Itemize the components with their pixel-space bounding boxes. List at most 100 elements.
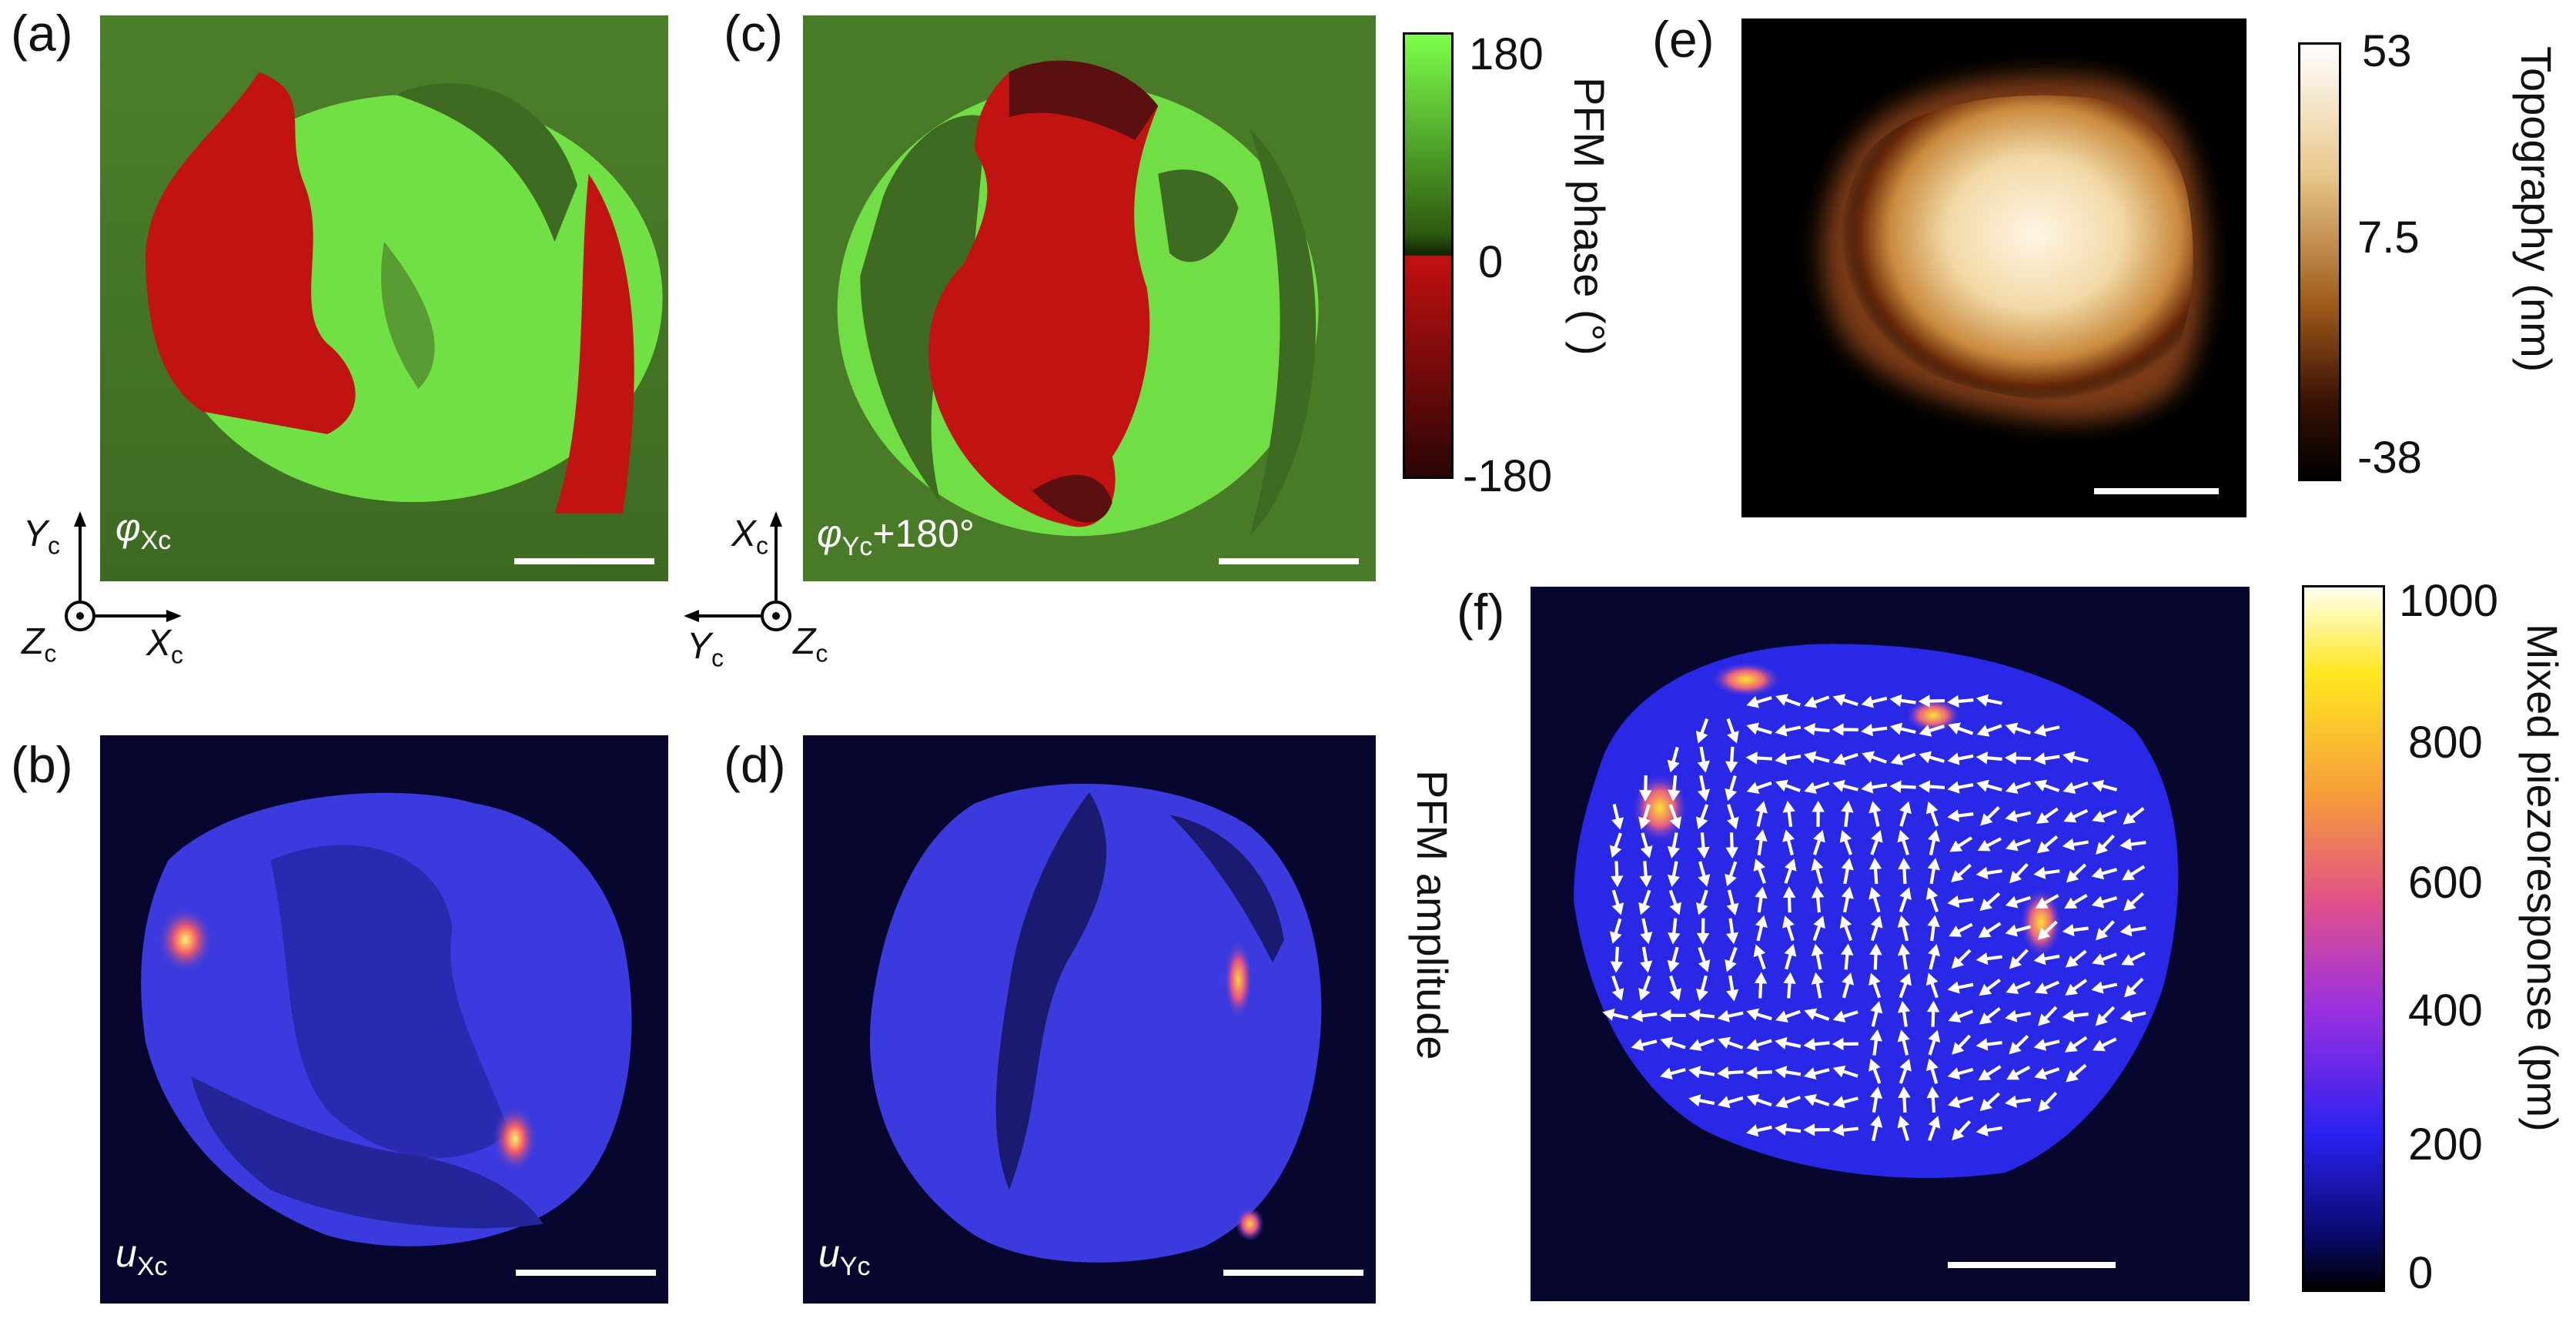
vector-arrowhead bbox=[1927, 858, 1940, 871]
vector-arrowhead bbox=[2091, 779, 2105, 792]
vector-arrowhead bbox=[1689, 1039, 1702, 1052]
vector-arrowhead bbox=[1755, 801, 1768, 814]
vector-arrowhead bbox=[2035, 897, 2049, 909]
vector-arrowhead bbox=[1889, 780, 1902, 793]
vector-arrowhead bbox=[1897, 1029, 1910, 1043]
vector-arrowhead bbox=[2095, 1013, 2108, 1026]
vector-arrowhead bbox=[1928, 1029, 1941, 1043]
vector-arrowhead bbox=[1782, 915, 1795, 929]
vector-arrowhead bbox=[1832, 723, 1844, 736]
vector-arrowhead bbox=[1832, 1096, 1845, 1109]
vector-arrowhead bbox=[1698, 874, 1711, 887]
mixed-tick-600: 600 bbox=[2408, 858, 2483, 908]
vector-arrowhead bbox=[2091, 895, 2105, 909]
vector-arrowhead bbox=[1832, 1037, 1844, 1051]
vector-arrowhead bbox=[1755, 886, 1768, 899]
vector-arrowhead bbox=[2122, 869, 2136, 881]
vector-arrowhead bbox=[1631, 1009, 1644, 1022]
vector-arrowhead bbox=[1803, 1038, 1816, 1051]
vector-arrowhead bbox=[1949, 840, 1963, 852]
vector-arrowhead bbox=[1812, 800, 1825, 812]
vector-arrowhead bbox=[2033, 952, 2046, 966]
vector-arrowhead bbox=[1889, 694, 1902, 707]
vector-arrowhead bbox=[1725, 959, 1737, 972]
vector-arrowhead bbox=[2092, 811, 2106, 823]
vector-arrowhead bbox=[1926, 1000, 1940, 1012]
vector-arrowhead bbox=[1832, 1010, 1846, 1022]
vector-arrowhead bbox=[1841, 943, 1854, 956]
vector-arrowhead bbox=[1668, 789, 1681, 802]
vector-arrowhead bbox=[1640, 932, 1653, 945]
vector-arrowhead bbox=[1660, 1036, 1674, 1049]
vector-arrowhead bbox=[1897, 829, 1910, 843]
vector-arrowhead bbox=[1688, 1094, 1701, 1107]
vector-arrowhead bbox=[1927, 915, 1940, 928]
vector-arrowhead bbox=[1842, 972, 1855, 986]
vector-arrowhead bbox=[1862, 751, 1875, 763]
vector-arrowhead bbox=[2095, 842, 2109, 855]
vector-arrowhead bbox=[1978, 1069, 1992, 1081]
vector-arrowhead bbox=[1755, 915, 1768, 929]
vector-arrowhead bbox=[1784, 944, 1797, 957]
vector-arrowhead bbox=[2005, 1095, 2017, 1108]
vector-arrowhead bbox=[1947, 981, 1960, 994]
vector-arrowhead bbox=[1754, 972, 1768, 984]
vector-arrowhead bbox=[1725, 761, 1738, 773]
amplitude-map-xc: uXc bbox=[100, 735, 668, 1304]
vector-arrowhead bbox=[1869, 943, 1882, 956]
topography-colorbar-title: Topography (nm) bbox=[2512, 46, 2561, 373]
vector-arrowhead bbox=[1898, 858, 1911, 870]
vector-arrowhead bbox=[1667, 875, 1681, 888]
vector-arrowhead bbox=[1775, 1036, 1788, 1049]
vector-arrowhead bbox=[2119, 1009, 2133, 1022]
vector-arrowhead bbox=[1897, 915, 1910, 928]
vector-arrowhead bbox=[1668, 932, 1681, 945]
vector-arrowhead bbox=[2005, 924, 2018, 937]
vector-arrowhead bbox=[1746, 722, 1759, 735]
vector-arrowhead bbox=[1861, 695, 1874, 708]
vector-arrowhead bbox=[1861, 724, 1873, 737]
mixed-colorbar-title: Mixed piezoresponse (pm) bbox=[2518, 624, 2567, 1132]
vector-arrowhead bbox=[2033, 724, 2047, 737]
vector-arrowhead bbox=[1947, 694, 1959, 708]
vector-arrowhead bbox=[1832, 753, 1846, 765]
vector-arrowhead bbox=[1975, 1123, 1989, 1137]
topography-tick-mid: 7.5 bbox=[2357, 213, 2420, 263]
mixed-piezoresponse-map bbox=[1531, 587, 2250, 1301]
vector-arrowhead bbox=[1979, 899, 1992, 912]
vector-arrowhead bbox=[1783, 972, 1796, 984]
vector-arrowhead bbox=[2036, 841, 2050, 854]
panel-label-d: (d) bbox=[724, 736, 786, 793]
panel-label-a: (a) bbox=[11, 5, 73, 62]
phase-map-yc: φYc+180° bbox=[803, 15, 1376, 581]
vector-arrowhead bbox=[2038, 1099, 2051, 1113]
mixed-tick-200: 200 bbox=[2408, 1120, 2483, 1170]
vector-arrowhead bbox=[2034, 982, 2048, 994]
vector-arrowhead bbox=[1611, 817, 1624, 830]
inset-label-c: φYc+180° bbox=[817, 512, 975, 561]
vector-arrowhead bbox=[1975, 751, 1989, 765]
panel-label-f: (f) bbox=[1457, 584, 1505, 641]
mixed-tick-800: 800 bbox=[2408, 718, 2483, 768]
vector-arrowhead bbox=[1688, 1009, 1701, 1022]
vector-arrowhead bbox=[2065, 956, 2079, 968]
mixed-tick-400: 400 bbox=[2408, 986, 2483, 1036]
vector-arrowhead bbox=[1928, 943, 1941, 957]
scale-bar-e bbox=[2094, 488, 2219, 494]
vector-arrowhead bbox=[1898, 1086, 1911, 1099]
vector-arrowhead bbox=[1669, 902, 1682, 915]
vector-arrowhead bbox=[1841, 800, 1854, 813]
vector-arrowhead bbox=[1947, 895, 1960, 909]
vector-arrowhead bbox=[1609, 845, 1622, 858]
vector-arrowhead bbox=[2005, 809, 2018, 822]
vector-arrowhead bbox=[1897, 1000, 1911, 1013]
amplitude-map-yc: uYc bbox=[803, 735, 1376, 1304]
vector-arrowhead bbox=[2034, 1067, 2047, 1080]
vector-arrowhead bbox=[1979, 1099, 1993, 1112]
vector-arrowhead bbox=[2009, 956, 2022, 969]
vector-arrowhead bbox=[1775, 1010, 1788, 1022]
vector-arrowhead bbox=[1811, 858, 1824, 872]
vector-arrowhead bbox=[1746, 1093, 1760, 1106]
mixed-colorbar bbox=[2302, 585, 2385, 1292]
scale-bar-b bbox=[516, 1270, 656, 1276]
